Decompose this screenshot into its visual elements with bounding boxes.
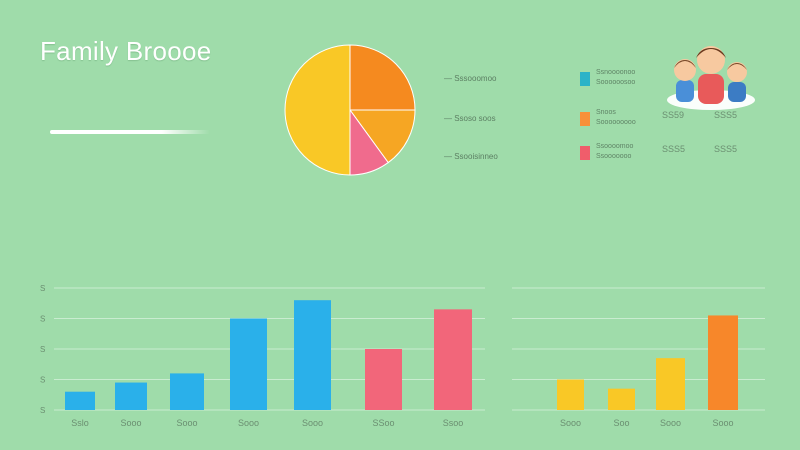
legend-text: Sooooooooo	[596, 119, 636, 126]
bar	[230, 318, 267, 410]
x-tick-label: Sooo	[238, 418, 259, 428]
legend-text: Snoos	[596, 109, 616, 116]
pie-annotation-label: — Ssoso soos	[444, 114, 496, 123]
bar	[115, 382, 147, 410]
x-tick-label: Sooo	[712, 418, 733, 428]
pie-chart	[284, 44, 416, 176]
y-tick-label: S	[40, 406, 45, 415]
pie-annotation-label: — Sssooomoo	[444, 74, 497, 83]
pie-slice	[349, 109, 416, 164]
legend-value: SSS5	[714, 144, 738, 154]
family-illustration-icon	[667, 46, 755, 110]
x-tick-label: SSoo	[372, 418, 394, 428]
bar	[365, 349, 402, 410]
bar	[434, 309, 472, 410]
y-tick-label: S	[40, 284, 45, 293]
legend-value: SSS5	[662, 144, 686, 154]
legend-text: Ssooooooo	[596, 153, 632, 160]
y-tick-label: S	[40, 315, 45, 324]
bar	[608, 388, 635, 410]
legend-swatch	[580, 112, 590, 126]
bar-chart-left: S S S S S Sslo Sooo Sooo Sooo Sooo SSoo Ssoo	[40, 284, 485, 428]
bar	[65, 391, 95, 410]
legend-text: Ssoooomoo	[596, 143, 634, 150]
x-tick-label: Sooo	[120, 418, 141, 428]
x-tick-label: Sslo	[71, 418, 89, 428]
legend-text: Ssnoooonoo	[596, 69, 636, 76]
legend-swatch	[580, 72, 590, 86]
legend-text: Soooooosoo	[596, 79, 636, 86]
legend-swatch	[580, 146, 590, 160]
pie-slice	[349, 44, 416, 111]
x-tick-label: Sooo	[176, 418, 197, 428]
x-tick-label: Sooo	[660, 418, 681, 428]
chart-title: Family Broooe	[40, 36, 212, 66]
pie-annotation-label: — Ssooisinneo	[444, 152, 498, 161]
title-underline	[50, 130, 210, 134]
x-tick-label: Sooo	[560, 418, 581, 428]
y-tick-label: S	[40, 376, 45, 385]
bar	[708, 315, 738, 410]
bar	[170, 373, 204, 410]
pie-slice	[284, 44, 351, 176]
x-tick-label: Sooo	[302, 418, 323, 428]
legend-value: SS59	[662, 110, 685, 120]
legend-value: SSS5	[714, 110, 738, 120]
y-tick-label: S	[40, 345, 45, 354]
bar	[294, 300, 331, 410]
bar	[557, 379, 584, 410]
x-tick-label: Ssoo	[443, 418, 464, 428]
x-tick-label: Soo	[613, 418, 629, 428]
bar-chart-right: Sooo Soo Sooo Sooo	[512, 287, 765, 428]
bar	[656, 358, 685, 410]
